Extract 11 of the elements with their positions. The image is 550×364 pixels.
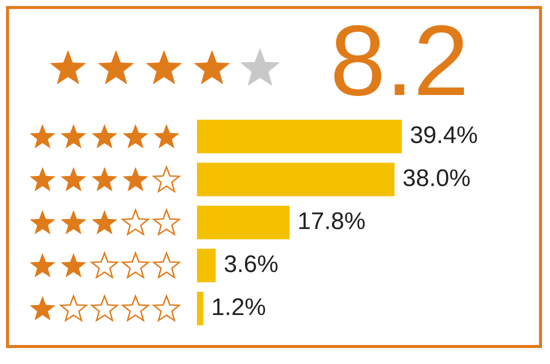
chart-title: 8.2 (330, 5, 470, 117)
bar (197, 248, 216, 282)
data-label: 17.8% (298, 208, 366, 236)
data-label: 38.0% (402, 165, 471, 192)
bar (197, 292, 204, 326)
data-label: 3.6% (224, 251, 278, 278)
bar (197, 120, 402, 154)
data-label: 39.4% (410, 122, 478, 150)
bar (197, 206, 290, 240)
bar (197, 162, 395, 196)
data-label: 1.2% (211, 294, 266, 322)
